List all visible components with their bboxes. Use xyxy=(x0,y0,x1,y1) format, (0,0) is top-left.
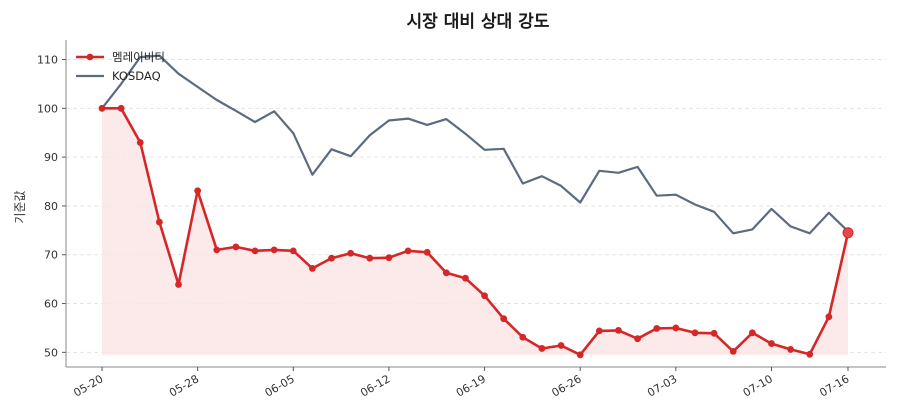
stock-data-point xyxy=(117,104,125,112)
stock-data-point xyxy=(595,327,603,335)
stock-data-point xyxy=(155,218,163,226)
y-tick-label: 50 xyxy=(44,346,58,359)
stock-data-point xyxy=(806,350,814,358)
stock-data-point xyxy=(404,247,412,255)
stock-data-point xyxy=(289,247,297,255)
stock-data-point xyxy=(309,265,316,272)
stock-data-point xyxy=(576,351,584,359)
legend-marker-stock xyxy=(86,53,94,61)
legend-label-stock: 멤레이비티 xyxy=(112,50,165,64)
stock-data-point xyxy=(98,104,106,112)
kosdaq-series-line xyxy=(100,54,850,235)
stock-data-point xyxy=(328,254,335,262)
stock-data-point xyxy=(347,249,355,257)
legend: 멤레이비티 KOSDAQ xyxy=(76,50,165,83)
stock-data-point xyxy=(519,333,527,341)
stock-data-point xyxy=(787,346,795,353)
stock-data-point xyxy=(232,243,240,251)
area-fill xyxy=(102,108,848,355)
stock-data-point xyxy=(748,329,756,337)
x-tick-label: 07-03 xyxy=(645,372,679,399)
stock-data-point xyxy=(213,246,221,254)
stock-data-point xyxy=(691,329,699,337)
y-tick-label: 100 xyxy=(37,102,58,115)
series-lines xyxy=(100,54,850,357)
y-tick-label: 110 xyxy=(37,54,58,67)
stock-data-point xyxy=(634,335,641,343)
stock-data-point xyxy=(729,347,737,355)
chart-title: 시장 대비 상대 강도 xyxy=(407,12,550,32)
y-tick-label: 60 xyxy=(44,298,58,311)
stock-data-point xyxy=(194,187,202,195)
stock-data-point xyxy=(653,325,661,332)
stock-data-point xyxy=(136,139,144,146)
x-tick-label: 06-19 xyxy=(454,372,488,399)
stock-data-point xyxy=(462,274,469,282)
stock-area-fill xyxy=(102,108,848,355)
stock-data-point xyxy=(710,329,718,337)
stock-series-line xyxy=(100,107,850,357)
stock-last-point xyxy=(842,227,854,239)
stock-data-point xyxy=(251,247,259,255)
stock-data-point xyxy=(270,246,278,254)
stock-data-point xyxy=(442,269,450,277)
stock-data-point xyxy=(615,326,622,334)
stock-data-point xyxy=(481,292,488,300)
stock-data-point xyxy=(366,254,374,262)
x-tick-label: 07-10 xyxy=(741,372,775,399)
axes xyxy=(62,40,886,371)
series-markers xyxy=(98,104,854,359)
legend-label-kosdaq: KOSDAQ xyxy=(112,69,161,83)
stock-data-point xyxy=(385,254,393,262)
y-tick-label: 70 xyxy=(44,249,58,262)
x-tick-label: 06-12 xyxy=(358,372,392,399)
x-tick-label: 06-26 xyxy=(550,372,584,399)
stock-data-point xyxy=(672,324,680,332)
x-tick-label: 05-28 xyxy=(167,372,201,399)
stock-data-point xyxy=(825,313,833,321)
stock-data-point xyxy=(557,342,565,349)
stock-data-point xyxy=(538,345,546,352)
stock-data-point xyxy=(500,315,508,323)
y-axis-label: 기준값 xyxy=(13,190,27,223)
x-tick-label: 06-05 xyxy=(263,372,297,399)
y-tick-label: 80 xyxy=(44,200,58,213)
y-tick-label: 90 xyxy=(44,151,58,164)
stock-data-point xyxy=(175,281,182,288)
stock-data-point xyxy=(423,248,431,256)
x-tick-label: 05-20 xyxy=(71,372,105,399)
stock-data-point xyxy=(768,340,775,347)
x-tick-label: 07-16 xyxy=(817,372,851,399)
